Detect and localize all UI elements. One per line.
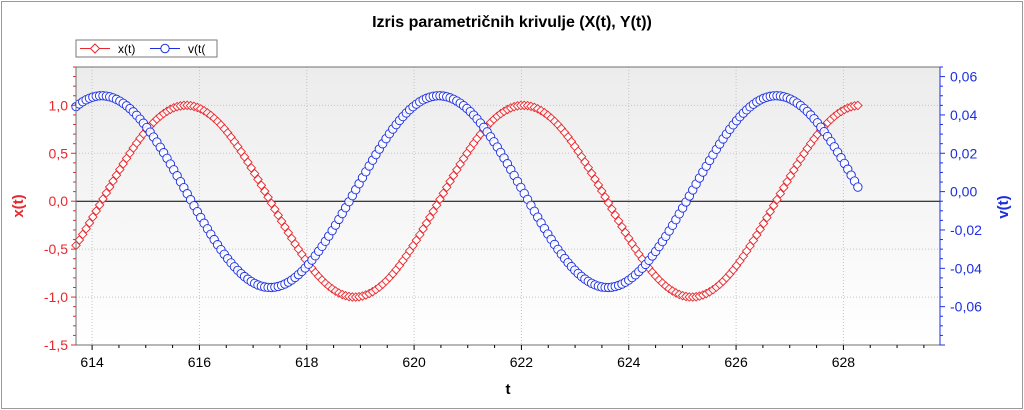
x-tick-label: 616 bbox=[188, 354, 212, 370]
data-point-x bbox=[617, 221, 627, 232]
data-point-x bbox=[853, 100, 863, 111]
y-axis-label-right: v(t) bbox=[995, 195, 1012, 218]
y-tick-label: 1,0 bbox=[49, 97, 69, 113]
data-point-x bbox=[772, 194, 782, 205]
data-point-x bbox=[435, 194, 445, 205]
data-point-x bbox=[111, 170, 122, 181]
y-axis-label-left: x(t) bbox=[10, 194, 27, 217]
legend-item-x[interactable]: x(t) bbox=[80, 42, 135, 56]
legend: x(t) v(t( bbox=[75, 39, 218, 58]
y-tick-label: 0,0 bbox=[49, 193, 69, 209]
data-point-x bbox=[108, 176, 118, 186]
data-point-x bbox=[600, 192, 610, 202]
x-axis-label: t bbox=[506, 381, 511, 398]
data-point-x bbox=[583, 162, 594, 173]
data-point-x bbox=[98, 194, 108, 204]
data-point-x bbox=[768, 200, 779, 211]
data-point-x bbox=[276, 216, 287, 227]
data-point-x bbox=[421, 218, 432, 229]
data-point-x bbox=[590, 174, 600, 184]
y2-tick-label: 0,02 bbox=[950, 145, 977, 161]
y-tick-label: -0,5 bbox=[44, 241, 68, 257]
data-point-x bbox=[414, 229, 425, 240]
data-point-x bbox=[613, 216, 624, 226]
data-point-x bbox=[81, 223, 91, 234]
data-point-x bbox=[593, 180, 604, 190]
data-point-x bbox=[586, 168, 597, 179]
data-point-x bbox=[263, 192, 273, 203]
x-tick-label: 624 bbox=[617, 354, 641, 370]
chart-title: Izris parametričnih krivulje (X(t), Y(t)… bbox=[372, 14, 652, 31]
data-point-x bbox=[755, 224, 765, 235]
legend-marker-v bbox=[160, 43, 170, 54]
x-tick-label: 614 bbox=[80, 354, 104, 370]
legend-item-v[interactable]: v(t( bbox=[150, 42, 205, 56]
data-point-x bbox=[256, 180, 267, 191]
data-point-x bbox=[249, 168, 260, 179]
y-tick-label: -1,5 bbox=[44, 337, 68, 353]
series-x bbox=[71, 100, 863, 302]
y2-tick-label: 0,00 bbox=[950, 184, 977, 200]
legend-label-v: v(t( bbox=[188, 42, 205, 56]
data-point-x bbox=[782, 176, 792, 187]
x-tick-label: 618 bbox=[295, 354, 319, 370]
data-point-x bbox=[445, 176, 455, 187]
y2-tick-label: 0,06 bbox=[950, 69, 977, 85]
data-point-x bbox=[101, 188, 112, 198]
data-point-x bbox=[266, 198, 277, 209]
data-point-x bbox=[765, 206, 776, 217]
y-axis-right: 0,06 0,04 0,02 0,00 -0,02 -0,04 -0,06 bbox=[939, 66, 982, 346]
data-point-x bbox=[438, 188, 449, 199]
x-tick-label: 628 bbox=[832, 354, 856, 370]
data-point-x bbox=[775, 188, 786, 199]
data-point-x bbox=[418, 224, 428, 234]
data-point-x bbox=[259, 186, 270, 197]
data-point-x bbox=[603, 198, 614, 208]
data-point-x bbox=[253, 174, 263, 185]
legend-label-x: x(t) bbox=[118, 42, 135, 56]
data-point-x bbox=[273, 210, 284, 221]
y2-tick-label: -0,04 bbox=[950, 260, 982, 276]
data-point-x bbox=[778, 182, 789, 193]
legend-box bbox=[75, 39, 218, 58]
data-point-x bbox=[280, 222, 290, 232]
data-point-x bbox=[607, 204, 617, 214]
data-point-x bbox=[610, 210, 621, 220]
data-point-x bbox=[448, 170, 459, 181]
y-tick-label: -1,0 bbox=[44, 289, 68, 305]
data-point-x bbox=[431, 200, 442, 211]
y2-tick-label: -0,02 bbox=[950, 222, 982, 238]
y-axis-left: 1,0 0,5 0,0 -0,5 -1,0 -1,5 bbox=[44, 66, 76, 353]
series-v bbox=[71, 91, 863, 293]
x-tick-label: 622 bbox=[510, 354, 534, 370]
data-point-x bbox=[751, 230, 762, 240]
x-tick-label: 620 bbox=[402, 354, 426, 370]
data-point-v bbox=[853, 182, 863, 192]
data-point-x bbox=[762, 212, 772, 223]
data-point-x bbox=[88, 212, 98, 222]
data-point-x bbox=[425, 212, 435, 223]
data-point-x bbox=[91, 206, 102, 216]
data-point-x bbox=[758, 218, 769, 229]
data-point-x bbox=[77, 229, 88, 240]
y-tick-label: 0,5 bbox=[49, 145, 69, 161]
data-point-x bbox=[104, 182, 115, 192]
data-point-x bbox=[785, 170, 796, 181]
data-point-x bbox=[94, 200, 105, 210]
x-tick-label: 626 bbox=[724, 354, 748, 370]
data-point-x bbox=[84, 218, 95, 228]
x-axis: 614 616 618 620 622 624 626 628 bbox=[80, 345, 925, 370]
y2-tick-label: -0,06 bbox=[950, 299, 982, 315]
data-point-x bbox=[246, 163, 257, 173]
data-point-x bbox=[596, 186, 607, 196]
data-point-x bbox=[270, 204, 280, 215]
data-point-x bbox=[428, 206, 439, 217]
data-point-x bbox=[441, 182, 452, 193]
legend-marker-x bbox=[89, 43, 101, 54]
y2-tick-label: 0,04 bbox=[950, 107, 977, 123]
